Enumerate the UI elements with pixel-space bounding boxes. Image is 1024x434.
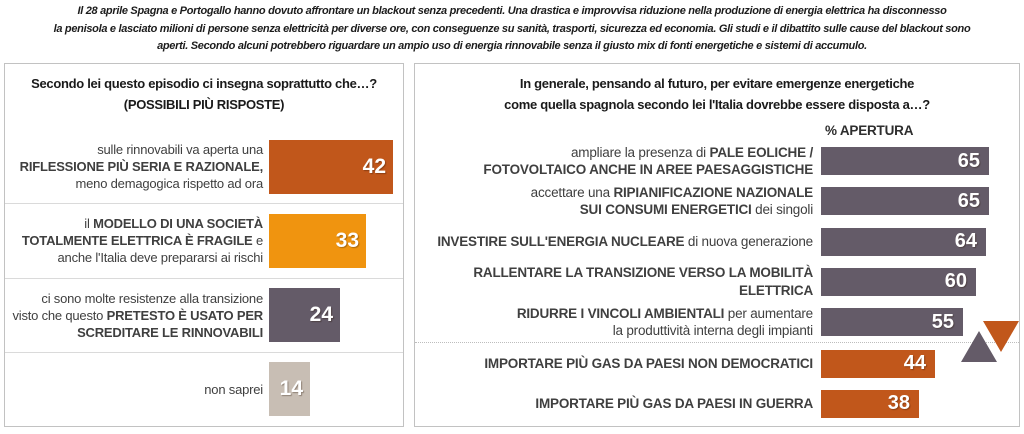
bar: 14 xyxy=(269,362,310,417)
bar-value: 44 xyxy=(903,352,926,375)
chart-row: non saprei 14 xyxy=(5,351,403,426)
bar-value: 14 xyxy=(279,377,303,401)
left-chart-rows: sulle rinnovabili va aperta una RIFLESSI… xyxy=(5,130,403,426)
right-chart-title: In generale, pensando al futuro, per evi… xyxy=(504,76,930,112)
bar-value: 60 xyxy=(944,270,967,293)
chart-row: sulle rinnovabili va aperta una RIFLESSI… xyxy=(5,130,403,203)
bar-label-bold-segment: INVESTIRE SULL'ENERGIA NUCLEARE xyxy=(437,233,685,249)
chart-row: IMPORTARE PIÙ GAS DA PAESI NON DEMOCRATI… xyxy=(415,342,1019,383)
bar: 44 xyxy=(821,349,935,378)
chart-row: accettare una RIPIANIFICAZIONE NAZIONALE… xyxy=(415,181,1019,221)
bar-label-bold-segment: IMPORTARE PIÙ GAS DA PAESI NON DEMOCRATI… xyxy=(484,355,813,371)
right-chart-rows: ampliare la presenza di PALE EOLICHE / F… xyxy=(415,141,1019,424)
bar-label-bold-segment: PRETESTO È USATO PER SCREDITARE LE RINNO… xyxy=(77,307,263,340)
bar-value: 65 xyxy=(957,149,980,172)
chart-row: IMPORTARE PIÙ GAS DA PAESI IN GUERRA 38 xyxy=(415,384,1019,424)
bar-label: RALLENTARE LA TRANSIZIONE VERSO LA MOBIL… xyxy=(415,264,821,299)
bar-label-bold-segment: PALE EOLICHE / FOTOVOLTAICO ANCHE IN ARE… xyxy=(483,144,813,178)
bar-label-segment: per aumentare la produttività interna de… xyxy=(612,305,813,339)
bar-label-segment: di nuova generazione xyxy=(684,233,813,249)
bar-label: accettare una RIPIANIFICAZIONE NAZIONALE… xyxy=(415,184,821,219)
bar-label-segment: accettare una xyxy=(530,184,614,200)
bar: 65 xyxy=(821,187,989,216)
bar-label-segment: dei singoli xyxy=(751,202,813,218)
bar-label-segment: non saprei xyxy=(204,381,263,397)
bar: 65 xyxy=(821,147,989,176)
left-chart-title: Secondo lei questo episodio ci insegna s… xyxy=(31,76,377,112)
bar-value: 42 xyxy=(362,154,386,178)
bar-label-bold-segment: RIDURRE I VINCOLI AMBIENTALI xyxy=(516,305,725,321)
bar-label-bold-segment: RIFLESSIONE PIÙ SERIA E RAZIONALE, xyxy=(19,159,264,175)
chart-row: ampliare la presenza di PALE EOLICHE / F… xyxy=(415,141,1019,181)
intro-text: Il 28 aprile Spagna e Portogallo hanno d… xyxy=(53,5,971,52)
bar-label-segment: e anche l'Italia deve prepararsi ai risc… xyxy=(57,233,264,266)
bar-label: IMPORTARE PIÙ GAS DA PAESI NON DEMOCRATI… xyxy=(415,355,821,373)
chart-row: il MODELLO DI UNA SOCIETÀ TOTALMENTE ELE… xyxy=(5,203,403,277)
bar-label-bold-segment: RALLENTARE LA TRANSIZIONE VERSO LA MOBIL… xyxy=(473,265,813,298)
bar-value: 64 xyxy=(954,230,977,253)
value-axis-label: % APERTURA xyxy=(825,123,914,138)
bar-value: 65 xyxy=(957,189,980,212)
bar-label-bold-segment: IMPORTARE PIÙ GAS DA PAESI IN GUERRA xyxy=(535,396,813,412)
bar: 38 xyxy=(821,389,919,418)
bar: 64 xyxy=(821,227,986,256)
bar: 55 xyxy=(821,308,963,337)
bar-value: 55 xyxy=(931,310,954,333)
bar-label-bold-segment: MODELLO DI UNA SOCIETÀ TOTALMENTE ELETTR… xyxy=(21,216,263,249)
bar-label-bold-segment: RIPIANIFICAZIONE NAZIONALE SUI CONSUMI E… xyxy=(579,184,813,218)
chart-row: INVESTIRE SULL'ENERGIA NUCLEARE di nuova… xyxy=(415,222,1019,262)
bar-label-segment: il xyxy=(84,216,94,232)
right-chart-panel: In generale, pensando al futuro, per evi… xyxy=(414,63,1020,427)
bar-label: non saprei xyxy=(5,381,269,398)
group-divider-marker xyxy=(961,321,1019,365)
bar-value: 38 xyxy=(887,392,910,415)
bar-value: 33 xyxy=(335,228,359,252)
bar-label: RIDURRE I VINCOLI AMBIENTALI per aumenta… xyxy=(415,305,821,340)
chart-row: ci sono molte resistenze alla transizion… xyxy=(5,277,403,352)
chart-row: RIDURRE I VINCOLI AMBIENTALI per aumenta… xyxy=(415,302,1019,342)
bar-label-segment: sulle rinnovabili va aperta una xyxy=(97,142,263,158)
chart-row: RALLENTARE LA TRANSIZIONE VERSO LA MOBIL… xyxy=(415,262,1019,302)
bar-label: il MODELLO DI UNA SOCIETÀ TOTALMENTE ELE… xyxy=(5,215,269,266)
bar-label-segment: meno demagogica rispetto ad ora xyxy=(75,176,264,192)
bar-value: 24 xyxy=(309,303,333,327)
bar-label-segment: ampliare la presenza di xyxy=(571,144,710,160)
bar: 42 xyxy=(269,139,393,194)
triangle-down-icon xyxy=(983,321,1019,352)
bar: 60 xyxy=(821,267,976,296)
left-chart-panel: Secondo lei questo episodio ci insegna s… xyxy=(4,63,404,427)
bar-label: IMPORTARE PIÙ GAS DA PAESI IN GUERRA xyxy=(415,395,821,413)
bar-label: sulle rinnovabili va aperta una RIFLESSI… xyxy=(5,141,269,192)
bar-label: ampliare la presenza di PALE EOLICHE / F… xyxy=(415,144,821,179)
bar-label: ci sono molte resistenze alla transizion… xyxy=(5,290,269,341)
bar-label: INVESTIRE SULL'ENERGIA NUCLEARE di nuova… xyxy=(415,233,821,251)
bar-label-segment: ci sono molte resistenze alla transizion… xyxy=(12,290,263,323)
bar: 24 xyxy=(269,288,340,343)
bar: 33 xyxy=(269,213,366,268)
